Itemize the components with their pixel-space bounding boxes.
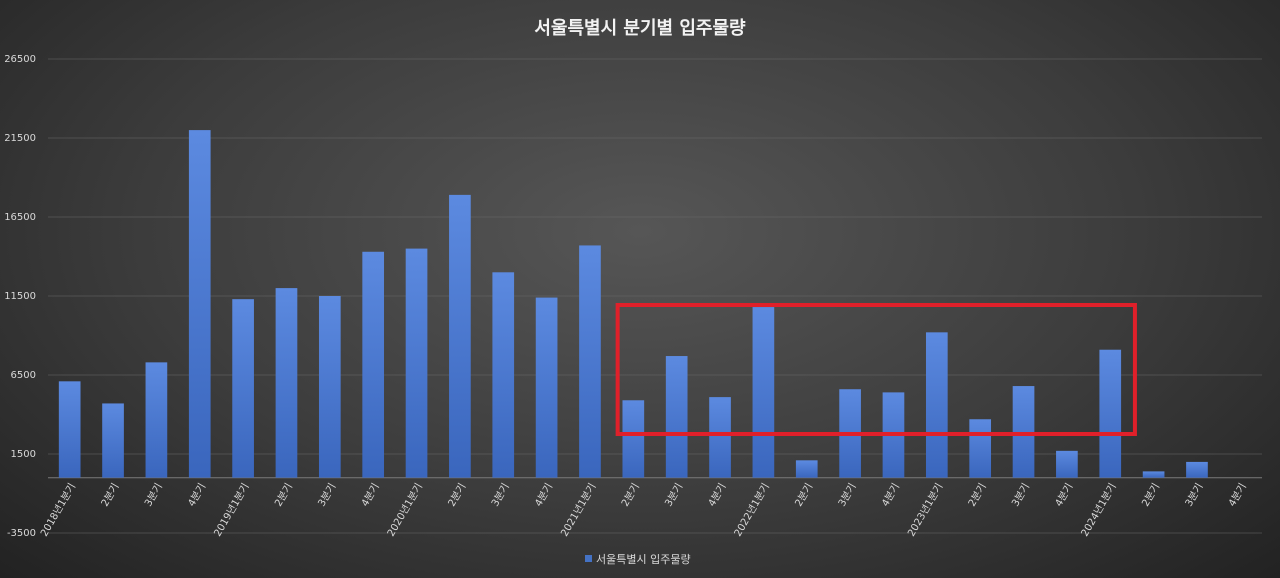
legend: 서울특별시 입주물량 bbox=[585, 553, 691, 566]
bar bbox=[1142, 471, 1165, 478]
y-tick-label: -3500 bbox=[7, 528, 36, 539]
bar bbox=[1099, 349, 1122, 478]
bar bbox=[1056, 450, 1078, 478]
x-tick-label: 2분기 bbox=[966, 481, 989, 508]
x-tick-label: 4분기 bbox=[359, 481, 382, 508]
x-tick-label: 2024년1분기 bbox=[1079, 481, 1119, 538]
bar bbox=[318, 296, 341, 478]
bar bbox=[58, 381, 81, 478]
x-tick-label: 4분기 bbox=[1053, 481, 1076, 508]
x-tick-label: 3분기 bbox=[489, 481, 512, 508]
x-tick-label: 2020년1분기 bbox=[385, 481, 425, 538]
bar bbox=[665, 356, 688, 478]
bar bbox=[492, 272, 515, 478]
x-tick-label: 4분기 bbox=[1226, 481, 1249, 508]
x-tick-label: 2분기 bbox=[272, 481, 295, 508]
y-tick-label: 26500 bbox=[4, 54, 36, 65]
bar bbox=[1186, 461, 1208, 478]
bar bbox=[925, 332, 948, 478]
x-tick-label: 4분기 bbox=[186, 481, 209, 508]
bar bbox=[1012, 386, 1035, 478]
bar bbox=[579, 245, 601, 478]
x-tick-label: 2019년1분기 bbox=[212, 481, 252, 538]
x-tick-label: 4분기 bbox=[706, 481, 729, 508]
x-tick-label: 4분기 bbox=[532, 481, 555, 508]
bar bbox=[188, 130, 211, 478]
bar bbox=[232, 299, 254, 478]
y-axis-ticks: -3500 1500 6500 11500 16500 21500 26500 bbox=[4, 54, 36, 539]
bar bbox=[969, 419, 992, 478]
bar bbox=[405, 248, 428, 478]
x-tick-label: 2분기 bbox=[1139, 481, 1162, 508]
x-tick-label: 2분기 bbox=[99, 481, 122, 508]
x-tick-label: 2018년1분기 bbox=[38, 481, 78, 538]
x-tick-label: 2022년1분기 bbox=[732, 481, 772, 538]
legend-label: 서울특별시 입주물량 bbox=[596, 553, 691, 566]
y-tick-label: 6500 bbox=[11, 370, 36, 381]
y-tick-label: 11500 bbox=[4, 291, 36, 302]
bar bbox=[709, 397, 731, 478]
bar bbox=[449, 194, 471, 478]
y-tick-label: 21500 bbox=[4, 133, 36, 144]
bar bbox=[145, 362, 168, 478]
bar bbox=[275, 288, 298, 478]
x-tick-label: 2021년1분기 bbox=[558, 481, 598, 538]
bar bbox=[795, 460, 818, 478]
bars bbox=[58, 130, 1208, 478]
y-tick-label: 16500 bbox=[4, 212, 36, 223]
x-tick-label: 4분기 bbox=[879, 481, 902, 508]
x-tick-label: 3분기 bbox=[1009, 481, 1032, 508]
x-tick-label: 2분기 bbox=[446, 481, 469, 508]
x-tick-label: 2023년1분기 bbox=[905, 481, 945, 538]
highlight-box bbox=[615, 303, 1137, 436]
x-tick-label: 3분기 bbox=[663, 481, 686, 508]
x-tick-label: 3분기 bbox=[836, 481, 859, 508]
bar bbox=[535, 297, 558, 478]
bar bbox=[362, 251, 385, 478]
x-tick-label: 3분기 bbox=[316, 481, 339, 508]
y-tick-label: 1500 bbox=[11, 449, 36, 460]
chart-title: 서울특별시 분기별 입주물량 bbox=[534, 17, 746, 39]
x-axis-ticks: 2018년1분기 2분기 3분기 4분기 2019년1분기 2분기 3분기 4분기 2020년1… bbox=[38, 481, 1249, 538]
x-tick-label: 2분기 bbox=[619, 481, 642, 508]
bar bbox=[752, 307, 775, 478]
bar bbox=[102, 403, 124, 478]
bar bbox=[622, 400, 645, 478]
gridlines bbox=[48, 58, 1262, 534]
x-tick-label: 2분기 bbox=[793, 481, 816, 508]
legend-swatch bbox=[585, 555, 592, 562]
x-tick-label: 3분기 bbox=[1183, 481, 1206, 508]
x-tick-label: 3분기 bbox=[142, 481, 165, 508]
